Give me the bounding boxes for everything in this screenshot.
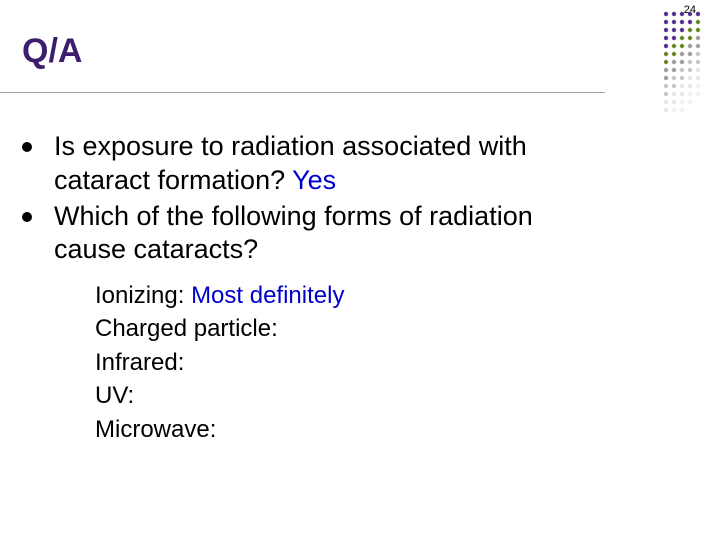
sub-label: Charged particle: [95,315,278,342]
list-item-text: Which of the following forms of radiatio… [54,200,582,268]
answer-text: Yes [292,165,336,195]
sub-label: Ionizing: [95,282,191,309]
bullet-icon [22,142,32,152]
list-item-text: Is exposure to radiation associated with… [54,130,582,198]
title-divider [0,92,605,93]
sub-answer: Most definitely [191,282,344,309]
main-bullet-list: Is exposure to radiation associated with… [22,130,582,269]
question-text: Which of the following forms of radiatio… [54,201,533,265]
decorative-dots [662,10,706,118]
sub-list-item: Ionizing: Most definitely [95,280,595,312]
list-item: Which of the following forms of radiatio… [22,200,582,268]
sub-list-item: Infrared: [95,347,595,379]
sub-list-item: Charged particle: [95,313,595,345]
slide-title: Q/A [22,32,82,71]
sub-list: Ionizing: Most definitely Charged partic… [95,280,595,447]
list-item: Is exposure to radiation associated with… [22,130,582,198]
question-text: Is exposure to radiation associated with… [54,131,527,195]
sub-label: Microwave: [95,416,216,443]
sub-list-item: UV: [95,380,595,412]
sub-label: Infrared: [95,349,184,376]
sub-label: UV: [95,382,134,409]
sub-list-item: Microwave: [95,414,595,446]
bullet-icon [22,212,32,222]
